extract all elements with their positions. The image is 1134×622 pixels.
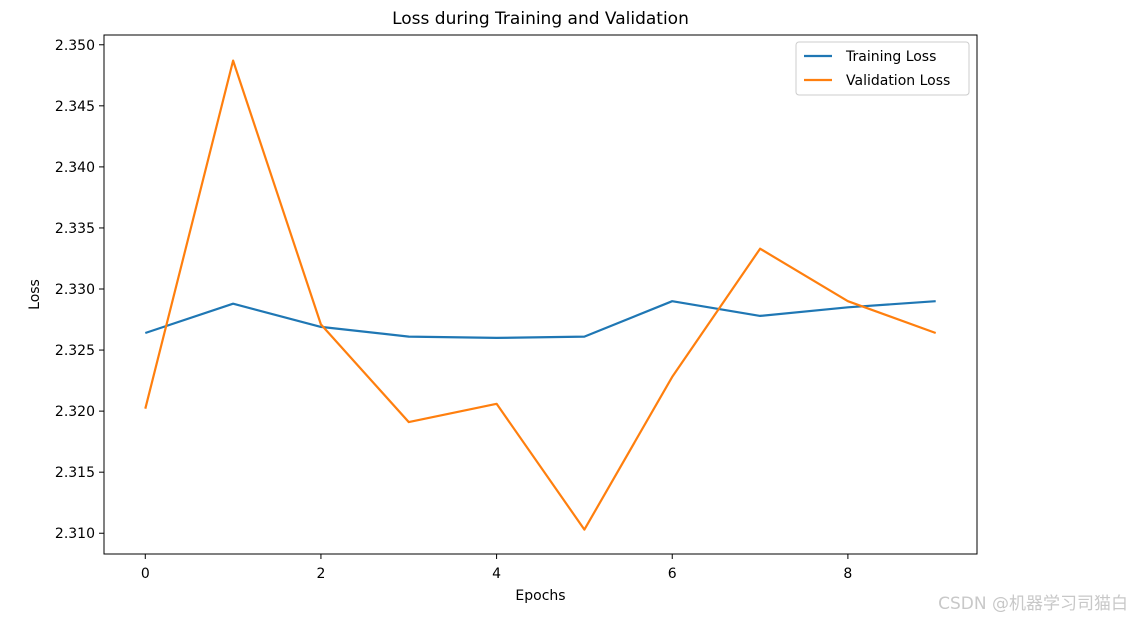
y-tick-label: 2.350 (55, 38, 95, 54)
legend-label: Validation Loss (846, 73, 950, 89)
y-tick-label: 2.325 (55, 343, 95, 359)
y-tick-label: 2.330 (55, 282, 95, 298)
x-tick-label: 4 (492, 566, 501, 582)
y-tick-label: 2.345 (55, 99, 95, 115)
x-tick-label: 8 (843, 566, 852, 582)
series-line-training-loss (144, 300, 936, 339)
legend-label: Training Loss (845, 49, 936, 65)
x-tick-label: 6 (668, 566, 677, 582)
legend-box (795, 41, 970, 96)
y-axis-label: Loss (27, 279, 43, 310)
y-tick-label: 2.340 (55, 160, 95, 176)
legend: Training Loss Validation Loss (795, 41, 970, 96)
watermark: CSDN @机器学习司猫白 (938, 594, 1128, 614)
chart-title: Loss during Training and Validation (392, 9, 689, 29)
y-tick-label: 2.335 (55, 221, 95, 237)
plot-area: 0 2 4 6 8 2.310 2.315 2.320 2.325 2.330 2.335 2.340… (55, 34, 978, 582)
x-tick-label: 2 (316, 566, 325, 582)
y-tick-label: 2.310 (55, 526, 95, 542)
x-axis-label: Epochs (515, 588, 565, 604)
axes-frame (103, 34, 978, 555)
y-tick-label: 2.315 (55, 465, 95, 481)
x-tick-label: 0 (141, 566, 150, 582)
y-tick-label: 2.320 (55, 404, 95, 420)
series-line-validation-loss (144, 59, 937, 531)
